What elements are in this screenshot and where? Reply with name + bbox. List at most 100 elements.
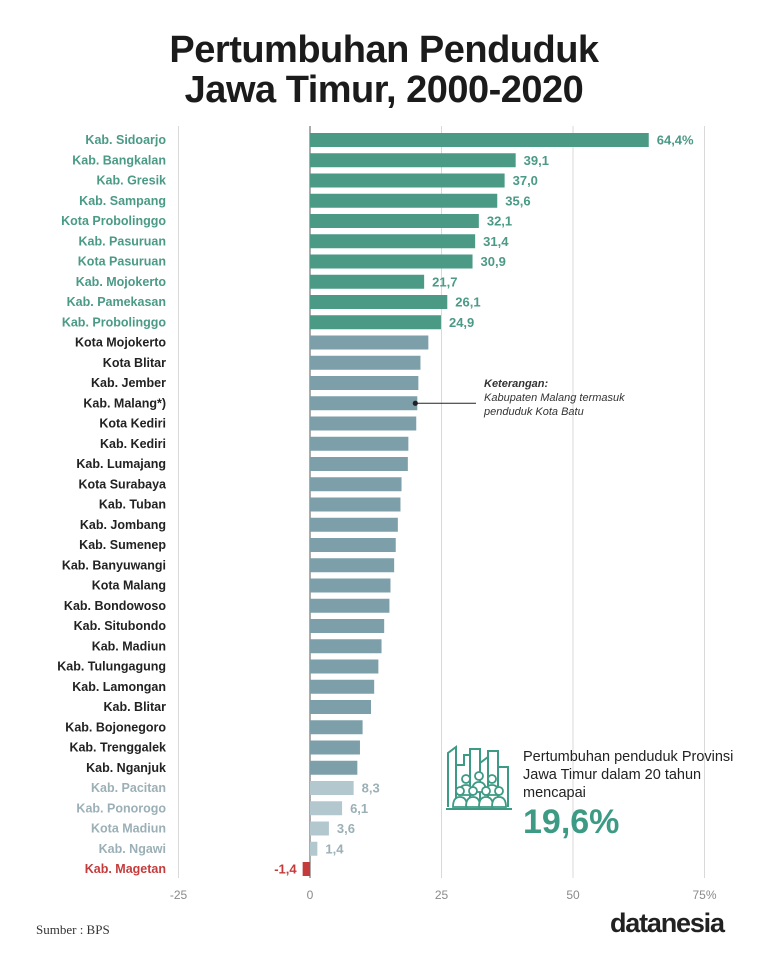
data-label: 8,3 bbox=[362, 781, 380, 796]
category-label: Kab. Sumenep bbox=[79, 538, 166, 552]
bar bbox=[310, 781, 354, 795]
annotation-note: Keterangan: Kabupaten Malang termasuk pe… bbox=[484, 377, 664, 419]
category-label: Kota Kediri bbox=[99, 417, 166, 431]
bar bbox=[310, 234, 476, 249]
category-label: Kab. Bojonegoro bbox=[65, 720, 166, 734]
bar bbox=[310, 436, 409, 451]
category-label: Kab. Lamongan bbox=[72, 680, 166, 694]
category-label: Kab. Bondowoso bbox=[64, 599, 166, 613]
category-label: Kota Pasuruan bbox=[78, 255, 166, 269]
category-label: Kab. Tulungagung bbox=[57, 660, 166, 674]
bar bbox=[310, 133, 649, 147]
category-label: Kab. Pamekasan bbox=[67, 295, 166, 309]
category-label: Kab. Magetan bbox=[85, 862, 166, 876]
category-label: Kab. Malang*) bbox=[83, 396, 166, 410]
annotation-text: Kabupaten Malang termasuk penduduk Kota … bbox=[484, 392, 625, 418]
category-label: Kab. Ponorogo bbox=[76, 801, 166, 815]
bar bbox=[310, 801, 343, 816]
bar bbox=[310, 355, 421, 370]
category-label: Kab. Madiun bbox=[92, 639, 166, 653]
bar bbox=[302, 862, 310, 876]
bar bbox=[310, 639, 382, 654]
data-label: 1,4 bbox=[325, 841, 344, 856]
bar bbox=[310, 679, 375, 694]
x-tick-label: 25 bbox=[435, 888, 449, 902]
bar bbox=[310, 254, 473, 269]
data-label: 31,4 bbox=[483, 234, 509, 249]
category-label: Kab. Lumajang bbox=[76, 457, 166, 471]
category-label: Kota Mojokerto bbox=[75, 336, 166, 350]
data-label: 35,6 bbox=[505, 193, 530, 208]
bar bbox=[310, 477, 402, 492]
x-tick-label: -25 bbox=[170, 888, 188, 902]
data-label: 26,1 bbox=[455, 295, 480, 310]
data-label: 3,6 bbox=[337, 821, 355, 836]
category-label: Kota Surabaya bbox=[78, 477, 167, 491]
bar bbox=[310, 740, 360, 755]
bar bbox=[310, 760, 358, 775]
page-title: Pertumbuhan Penduduk Jawa Timur, 2000-20… bbox=[0, 30, 768, 110]
bar bbox=[310, 193, 498, 208]
category-label: Kab. Banyuwangi bbox=[62, 558, 166, 572]
data-label: 21,7 bbox=[432, 274, 457, 289]
data-label: 64,4% bbox=[657, 133, 694, 148]
bar bbox=[310, 558, 395, 573]
bar bbox=[310, 274, 425, 289]
brand-logo: datanesia bbox=[610, 908, 725, 938]
category-label: Kab. Nganjuk bbox=[86, 761, 166, 775]
category-label: Kab. Bangkalan bbox=[72, 153, 166, 167]
bar bbox=[310, 416, 417, 431]
bar bbox=[310, 538, 396, 552]
x-tick-label: 0 bbox=[307, 888, 314, 902]
bar bbox=[310, 598, 390, 613]
bar bbox=[310, 153, 516, 168]
category-label: Kota Madiun bbox=[91, 822, 166, 836]
category-label: Kab. Sampang bbox=[79, 194, 166, 208]
bar bbox=[310, 295, 448, 309]
bar bbox=[310, 659, 379, 674]
category-label: Kab. Jember bbox=[91, 376, 166, 390]
bar bbox=[310, 376, 419, 390]
bar bbox=[310, 841, 318, 856]
data-label: 37,0 bbox=[513, 173, 538, 188]
data-label: 39,1 bbox=[524, 153, 549, 168]
category-label: Kab. Gresik bbox=[97, 174, 167, 188]
bar bbox=[310, 457, 408, 471]
category-label: Kab. Mojokerto bbox=[76, 275, 167, 289]
summary-callout: Pertumbuhan penduduk Provinsi Jawa Timur… bbox=[446, 745, 746, 845]
category-label: Kab. Sidoarjo bbox=[85, 133, 166, 147]
data-label: 30,9 bbox=[481, 254, 506, 269]
bar bbox=[310, 214, 479, 228]
category-label: Kota Blitar bbox=[103, 356, 166, 370]
category-label: Kab. Tuban bbox=[99, 498, 166, 512]
x-tick-label: 75% bbox=[692, 888, 716, 902]
bar bbox=[310, 700, 372, 714]
data-label: 32,1 bbox=[487, 214, 512, 229]
category-label: Kab. Probolinggo bbox=[62, 315, 167, 329]
bar bbox=[310, 173, 505, 188]
category-label: Kab. Jombang bbox=[80, 518, 166, 532]
data-label: -1,4 bbox=[274, 862, 297, 877]
source-note: Sumber : BPS bbox=[36, 922, 110, 937]
bar bbox=[310, 619, 385, 633]
crowd-city-icon bbox=[446, 745, 512, 810]
bar bbox=[310, 720, 363, 735]
category-label: Kota Probolinggo bbox=[61, 214, 166, 228]
category-label: Kab. Pacitan bbox=[91, 781, 166, 795]
bar bbox=[310, 821, 329, 836]
annotation-heading: Keterangan: bbox=[484, 378, 549, 390]
bar bbox=[310, 335, 429, 350]
bar-chart: -25 0 25 50 75% Kab. Sidoarjo 64,4% Kab. Bangka… bbox=[57, 126, 717, 902]
bar bbox=[310, 396, 418, 411]
category-label: Kab. Pasuruan bbox=[78, 234, 166, 248]
category-label: Kab. Kediri bbox=[100, 437, 166, 451]
data-label: 24,9 bbox=[449, 315, 474, 330]
bar bbox=[310, 517, 398, 532]
data-label: 6,1 bbox=[350, 801, 368, 816]
category-label: Kota Malang bbox=[92, 579, 166, 593]
callout-text: Pertumbuhan penduduk Provinsi Jawa Timur… bbox=[523, 749, 734, 801]
bar bbox=[310, 315, 441, 330]
title-line-2: Jawa Timur, 2000-2020 bbox=[184, 69, 584, 111]
bar bbox=[310, 497, 401, 512]
category-label: Kab. Trenggalek bbox=[69, 741, 166, 755]
